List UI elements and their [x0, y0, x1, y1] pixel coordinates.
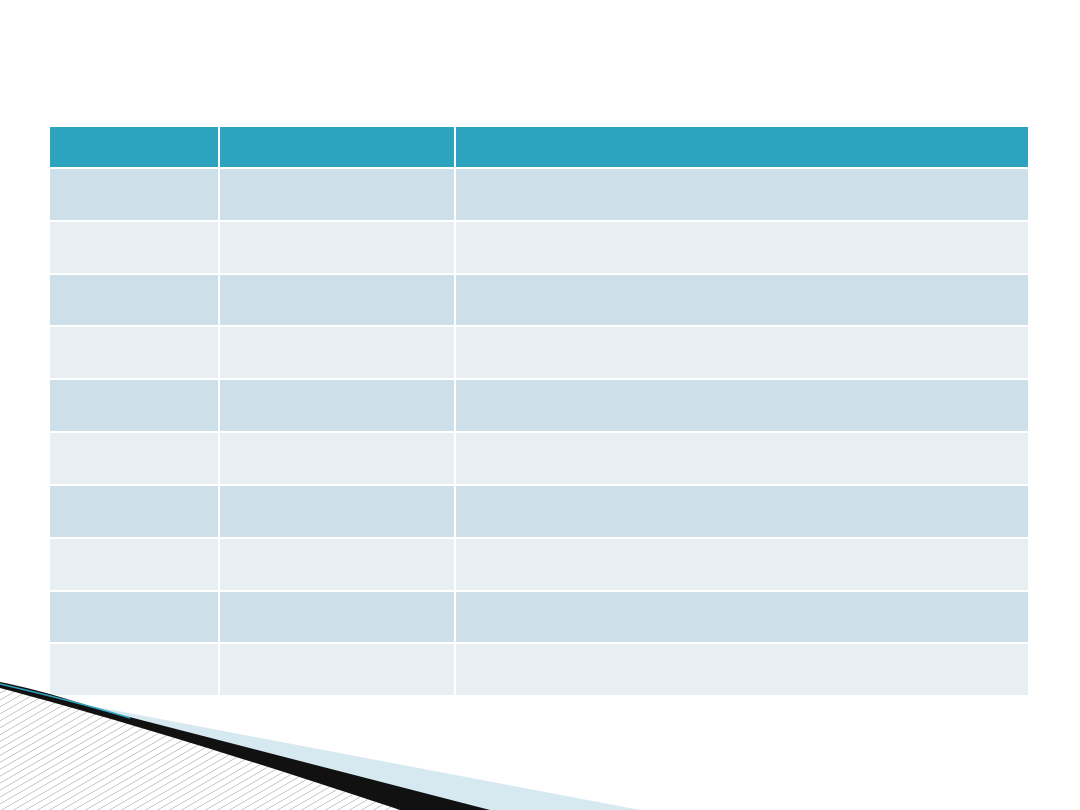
- table-cell: [456, 486, 1028, 537]
- table-cell: [50, 592, 218, 642]
- table-cell: [220, 169, 454, 220]
- table-cell: [50, 644, 218, 695]
- table-cell: [50, 539, 218, 590]
- table-cell: [220, 644, 454, 695]
- table-cell: [220, 380, 454, 431]
- table-cell: [456, 380, 1028, 431]
- table-cell: [50, 380, 218, 431]
- table-cell: [456, 222, 1028, 273]
- table-cell: [456, 644, 1028, 695]
- table-cell: [456, 592, 1028, 642]
- table-cell: [456, 433, 1028, 484]
- table-cell: [220, 486, 454, 537]
- table-cell: [456, 327, 1028, 378]
- table-cell: [50, 486, 218, 537]
- corner-decoration: [0, 682, 640, 810]
- header-cell: [50, 127, 218, 167]
- accent-line: [0, 683, 131, 719]
- light-wedge: [60, 700, 640, 810]
- table-cell: [220, 275, 454, 325]
- table-cell: [50, 327, 218, 378]
- table-cell: [456, 275, 1028, 325]
- table: [50, 127, 1028, 695]
- header-cell: [456, 127, 1028, 167]
- table-body: [50, 169, 1028, 695]
- hatched-wedge: [0, 686, 400, 810]
- table-cell: [456, 169, 1028, 220]
- header-cell: [220, 127, 454, 167]
- dark-wedge: [0, 682, 490, 810]
- table-cell: [220, 433, 454, 484]
- table-cell: [50, 169, 218, 220]
- table-cell: [220, 539, 454, 590]
- table-cell: [220, 222, 454, 273]
- table-cell: [456, 539, 1028, 590]
- table-cell: [220, 592, 454, 642]
- table-cell: [50, 222, 218, 273]
- table-cell: [50, 275, 218, 325]
- table-cell: [220, 327, 454, 378]
- table-cell: [50, 433, 218, 484]
